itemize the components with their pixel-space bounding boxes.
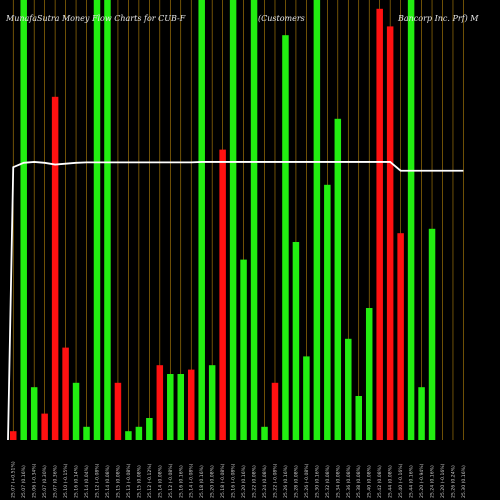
x-tick-label: 25.26 (0.24%) bbox=[450, 465, 456, 498]
chart-bar bbox=[167, 374, 174, 440]
chart-bar bbox=[135, 426, 143, 440]
chart-bar bbox=[292, 242, 300, 440]
x-tick-label: 25.15 (0.08%) bbox=[136, 465, 142, 498]
x-tick-label: 25.36 (0.08%) bbox=[346, 465, 352, 498]
x-tick-label: 25.14 (0.04%) bbox=[84, 465, 90, 498]
chart-bar bbox=[93, 0, 101, 440]
chart-bar bbox=[62, 347, 69, 440]
chart-bar bbox=[219, 149, 226, 440]
x-tick-label: 25.12 (-0.08%) bbox=[168, 463, 174, 498]
x-tick-label: 25.40 (-0.16%) bbox=[398, 463, 404, 498]
chart-title-right-1: (Customers bbox=[258, 14, 305, 23]
bar-layer bbox=[9, 0, 436, 441]
x-tick-label: 25.16 (-0.08%) bbox=[231, 463, 237, 498]
chart-bar bbox=[229, 0, 237, 440]
x-tick-label: 25.15 (0.08%) bbox=[115, 465, 121, 498]
chart-bar bbox=[240, 259, 247, 440]
x-tick-label: 25.12 (-0.12%) bbox=[147, 463, 153, 498]
x-tick-label: 25.38 (0.08%) bbox=[356, 465, 362, 498]
x-tick-label: 25.07 (0.16%) bbox=[21, 465, 27, 498]
chart-bar bbox=[271, 382, 279, 440]
chart-bar bbox=[41, 413, 48, 440]
chart-bar bbox=[376, 8, 383, 441]
x-tick-label: 25.40 (0.08%) bbox=[367, 465, 373, 498]
x-tick-label: 25.14 (0.08%) bbox=[105, 465, 111, 498]
chart-bar bbox=[397, 233, 404, 440]
x-tick-label: 25.42 (0.08%) bbox=[377, 465, 383, 498]
chart-bar bbox=[345, 338, 352, 440]
x-tick-label: 25.12 (-0.08%) bbox=[94, 463, 100, 498]
x-tick-label: 25.20 (0.16%) bbox=[241, 465, 247, 498]
x-tick-label: 25.07 (0.36%) bbox=[53, 465, 59, 498]
chart-bar bbox=[428, 228, 436, 440]
x-tick-label: 25.07 (+0.51%) bbox=[11, 461, 17, 498]
x-tick-label: 25.26 (0.16%) bbox=[283, 465, 289, 498]
x-tick-label: 25.30 (0.16%) bbox=[314, 465, 320, 498]
chart-bar bbox=[51, 96, 59, 441]
chart-bar bbox=[72, 382, 80, 440]
chart-bar bbox=[324, 184, 331, 440]
chart-bar bbox=[187, 369, 195, 440]
x-tick-label: 25.30 (0.16%) bbox=[461, 465, 467, 498]
x-tick-label: 25.18 (0.16%) bbox=[199, 465, 205, 498]
chart-bar bbox=[282, 35, 289, 440]
chart-bar bbox=[20, 0, 27, 440]
chart-bar bbox=[355, 396, 362, 440]
x-tick-label: 25.16 (0.14%) bbox=[74, 465, 80, 498]
x-tick-label: 25.20 (0.08%) bbox=[210, 465, 216, 498]
chart-bar bbox=[146, 418, 153, 440]
chart-bar bbox=[313, 0, 321, 440]
chart-bar bbox=[156, 365, 164, 440]
x-tick-label: 25.32 (0.08%) bbox=[325, 465, 331, 498]
x-tick-label: 25.24 (0.08%) bbox=[262, 465, 268, 498]
chart-bar bbox=[208, 365, 216, 440]
chart-bar bbox=[407, 0, 415, 440]
x-tick-label: 25.14 (-0.08%) bbox=[189, 463, 195, 498]
chart-bar bbox=[104, 0, 111, 440]
x-tick-label: 25.13 (-0.08%) bbox=[126, 463, 132, 498]
chart-bar bbox=[177, 374, 185, 440]
x-tick-label: 25.20 (-0.94%) bbox=[419, 463, 425, 498]
price-line bbox=[7, 161, 464, 441]
chart-bar bbox=[365, 308, 373, 440]
chart-bar bbox=[261, 426, 268, 440]
x-tick-label: 25.26 (-0.08%) bbox=[304, 463, 310, 498]
x-tick-label: 25.20 (-0.16%) bbox=[440, 463, 446, 498]
x-tick-label: 25.14 (0.08%) bbox=[157, 465, 163, 498]
chart-bar bbox=[303, 356, 310, 440]
x-tick-label: 25.18 (-0.08%) bbox=[220, 463, 226, 498]
x-tick-label: 25.22 (-0.08%) bbox=[272, 463, 278, 498]
chart-bar bbox=[9, 431, 17, 440]
chart-title: MunafaSutra Money Flow Charts for CUB-F bbox=[5, 14, 186, 23]
x-tick-label: 25.44 (0.08%) bbox=[388, 465, 394, 498]
chart-bar bbox=[250, 0, 258, 440]
chart-bar bbox=[30, 387, 38, 440]
x-tick-label: 25.24 (0.16%) bbox=[430, 465, 436, 498]
x-tick-label: 25.34 (0.08%) bbox=[335, 465, 341, 498]
x-tick-label: 25.16 (0.16%) bbox=[178, 465, 184, 498]
chart-bar bbox=[125, 431, 132, 440]
chart-title-right-2: Bancorp Inc. Prf) M bbox=[397, 14, 479, 23]
x-tick-label: 25.44 (0.16%) bbox=[409, 465, 415, 498]
chart-bar bbox=[114, 382, 122, 440]
x-tick-label: 25.28 (0.08%) bbox=[293, 465, 299, 498]
chart-bar bbox=[83, 426, 90, 440]
chart-bar bbox=[198, 0, 205, 440]
chart-bar bbox=[386, 26, 394, 441]
x-tick-label: 25.07 (0.30%) bbox=[42, 465, 48, 498]
chart-bar bbox=[418, 387, 425, 440]
x-tick-label: 25.22 (0.08%) bbox=[252, 465, 258, 498]
tick-layer: 25.07 (+0.51%) 25.07 (0.16%) 25.06 (-0.34%… bbox=[11, 461, 467, 498]
chart-bar bbox=[334, 118, 342, 441]
x-tick-label: 25.06 (-0.34%) bbox=[32, 463, 38, 498]
x-tick-label: 25.10 (-0.15%) bbox=[63, 463, 69, 498]
